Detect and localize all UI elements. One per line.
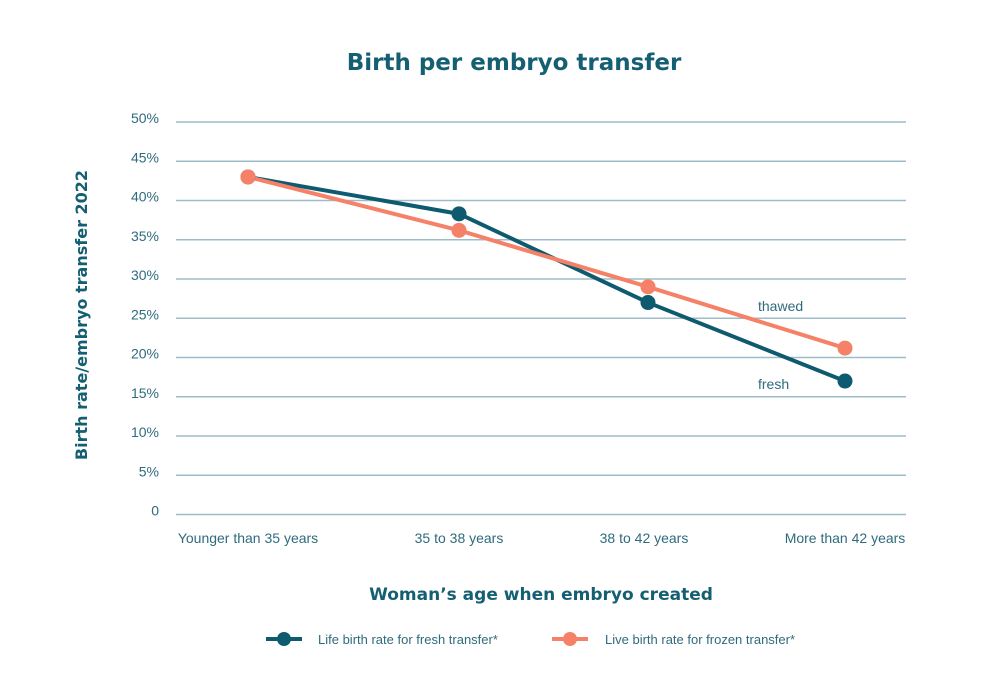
data-point-frozen <box>451 222 467 238</box>
data-point-fresh <box>451 206 467 222</box>
data-point-fresh <box>640 295 656 311</box>
series-line-frozen <box>247 175 846 350</box>
x-tick-label: Younger than 35 years <box>178 530 318 546</box>
y-tick-label: 0 <box>151 503 159 519</box>
y-tick-label: 15% <box>131 385 159 401</box>
y-tick-label: 40% <box>131 189 159 205</box>
legend-label-frozen: Live birth rate for frozen transfer* <box>605 632 795 647</box>
data-point-frozen <box>240 169 256 185</box>
y-tick-label: 50% <box>131 110 159 126</box>
y-tick-label: 25% <box>131 306 159 322</box>
x-axis-ticks: Younger than 35 years 35 to 38 years 38 to… <box>178 530 906 546</box>
legend: Life birth rate for fresh transfer* Live… <box>266 632 795 647</box>
data-point-fresh <box>837 373 853 389</box>
legend-label-fresh: Life birth rate for fresh transfer* <box>318 632 498 647</box>
x-axis-label: Woman’s age when embryo created <box>369 585 713 605</box>
y-tick-label: 35% <box>131 228 159 244</box>
y-axis-ticks: 0 5% 10% 15% 20% 25% 30% 35% 40% 45% 50% <box>131 110 159 519</box>
annotation-fresh: fresh <box>758 376 789 392</box>
y-tick-label: 45% <box>131 149 159 165</box>
series <box>240 169 853 389</box>
legend-swatch-marker <box>563 632 577 646</box>
legend-item-frozen[interactable]: Live birth rate for frozen transfer* <box>552 632 795 647</box>
y-tick-label: 30% <box>131 267 159 283</box>
y-tick-label: 20% <box>131 346 159 362</box>
y-tick-label: 5% <box>139 463 159 479</box>
y-axis-label: Birth rate/embryo transfer 2022 <box>72 170 91 460</box>
chart-title: Birth per embryo transfer <box>347 50 682 76</box>
x-tick-label: More than 42 years <box>785 530 906 546</box>
annotation-thawed: thawed <box>758 298 803 314</box>
data-point-frozen <box>640 279 656 295</box>
legend-item-fresh[interactable]: Life birth rate for fresh transfer* <box>266 632 498 647</box>
gridlines <box>176 121 906 516</box>
legend-swatch-marker <box>277 632 291 646</box>
y-tick-label: 10% <box>131 424 159 440</box>
x-tick-label: 35 to 38 years <box>415 530 504 546</box>
x-tick-label: 38 to 42 years <box>600 530 689 546</box>
data-point-frozen <box>837 340 853 356</box>
